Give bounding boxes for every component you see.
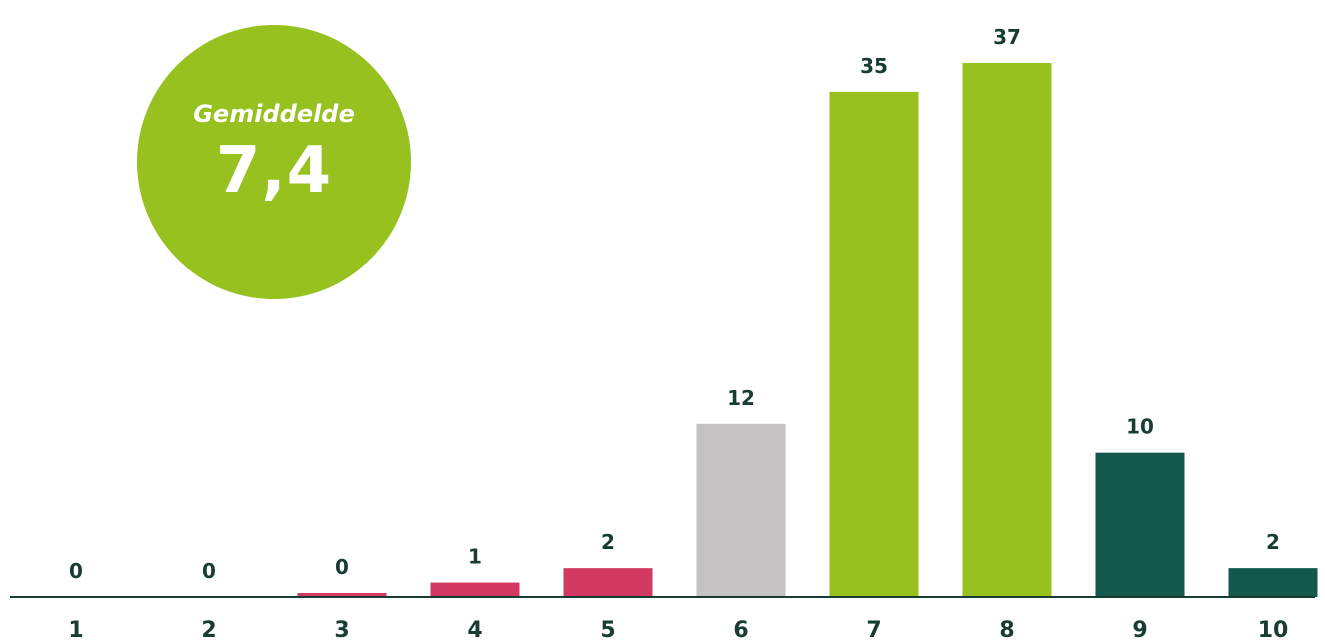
bar-10 [1228, 568, 1318, 597]
x-tick-label-9: 9 [1132, 618, 1147, 641]
x-tick-label-10: 10 [1258, 618, 1289, 641]
value-label-1: 0 [69, 559, 83, 583]
bar-5 [563, 568, 653, 597]
value-label-9: 10 [1126, 415, 1154, 439]
x-tick-label-2: 2 [201, 618, 216, 641]
average-value: 7,4 [215, 134, 333, 208]
bar-9 [1095, 452, 1185, 597]
value-label-3: 0 [335, 555, 349, 579]
value-label-4: 1 [468, 545, 482, 569]
value-label-5: 2 [601, 530, 615, 554]
value-label-6: 12 [727, 386, 755, 410]
bar-4 [430, 582, 520, 597]
average-badge: Gemiddelde 7,4 [137, 25, 411, 299]
x-tick-labels-group: 1 2 3 4 5 6 7 8 9 10 [68, 618, 1288, 641]
bars-group [297, 63, 1318, 597]
x-tick-label-8: 8 [999, 618, 1014, 641]
value-label-8: 37 [993, 25, 1021, 49]
x-tick-label-1: 1 [68, 618, 83, 641]
average-label: Gemiddelde [193, 100, 355, 128]
bar-8 [962, 63, 1052, 597]
bar-3 [297, 593, 387, 597]
value-label-2: 0 [202, 559, 216, 583]
value-label-10: 2 [1266, 530, 1280, 554]
value-label-7: 35 [860, 54, 888, 78]
x-tick-label-5: 5 [600, 618, 615, 641]
x-tick-label-6: 6 [733, 618, 748, 641]
x-tick-label-3: 3 [334, 618, 349, 641]
bar-6 [696, 423, 786, 597]
bar-7 [829, 91, 919, 597]
x-tick-label-4: 4 [467, 618, 482, 641]
x-tick-label-7: 7 [866, 618, 881, 641]
